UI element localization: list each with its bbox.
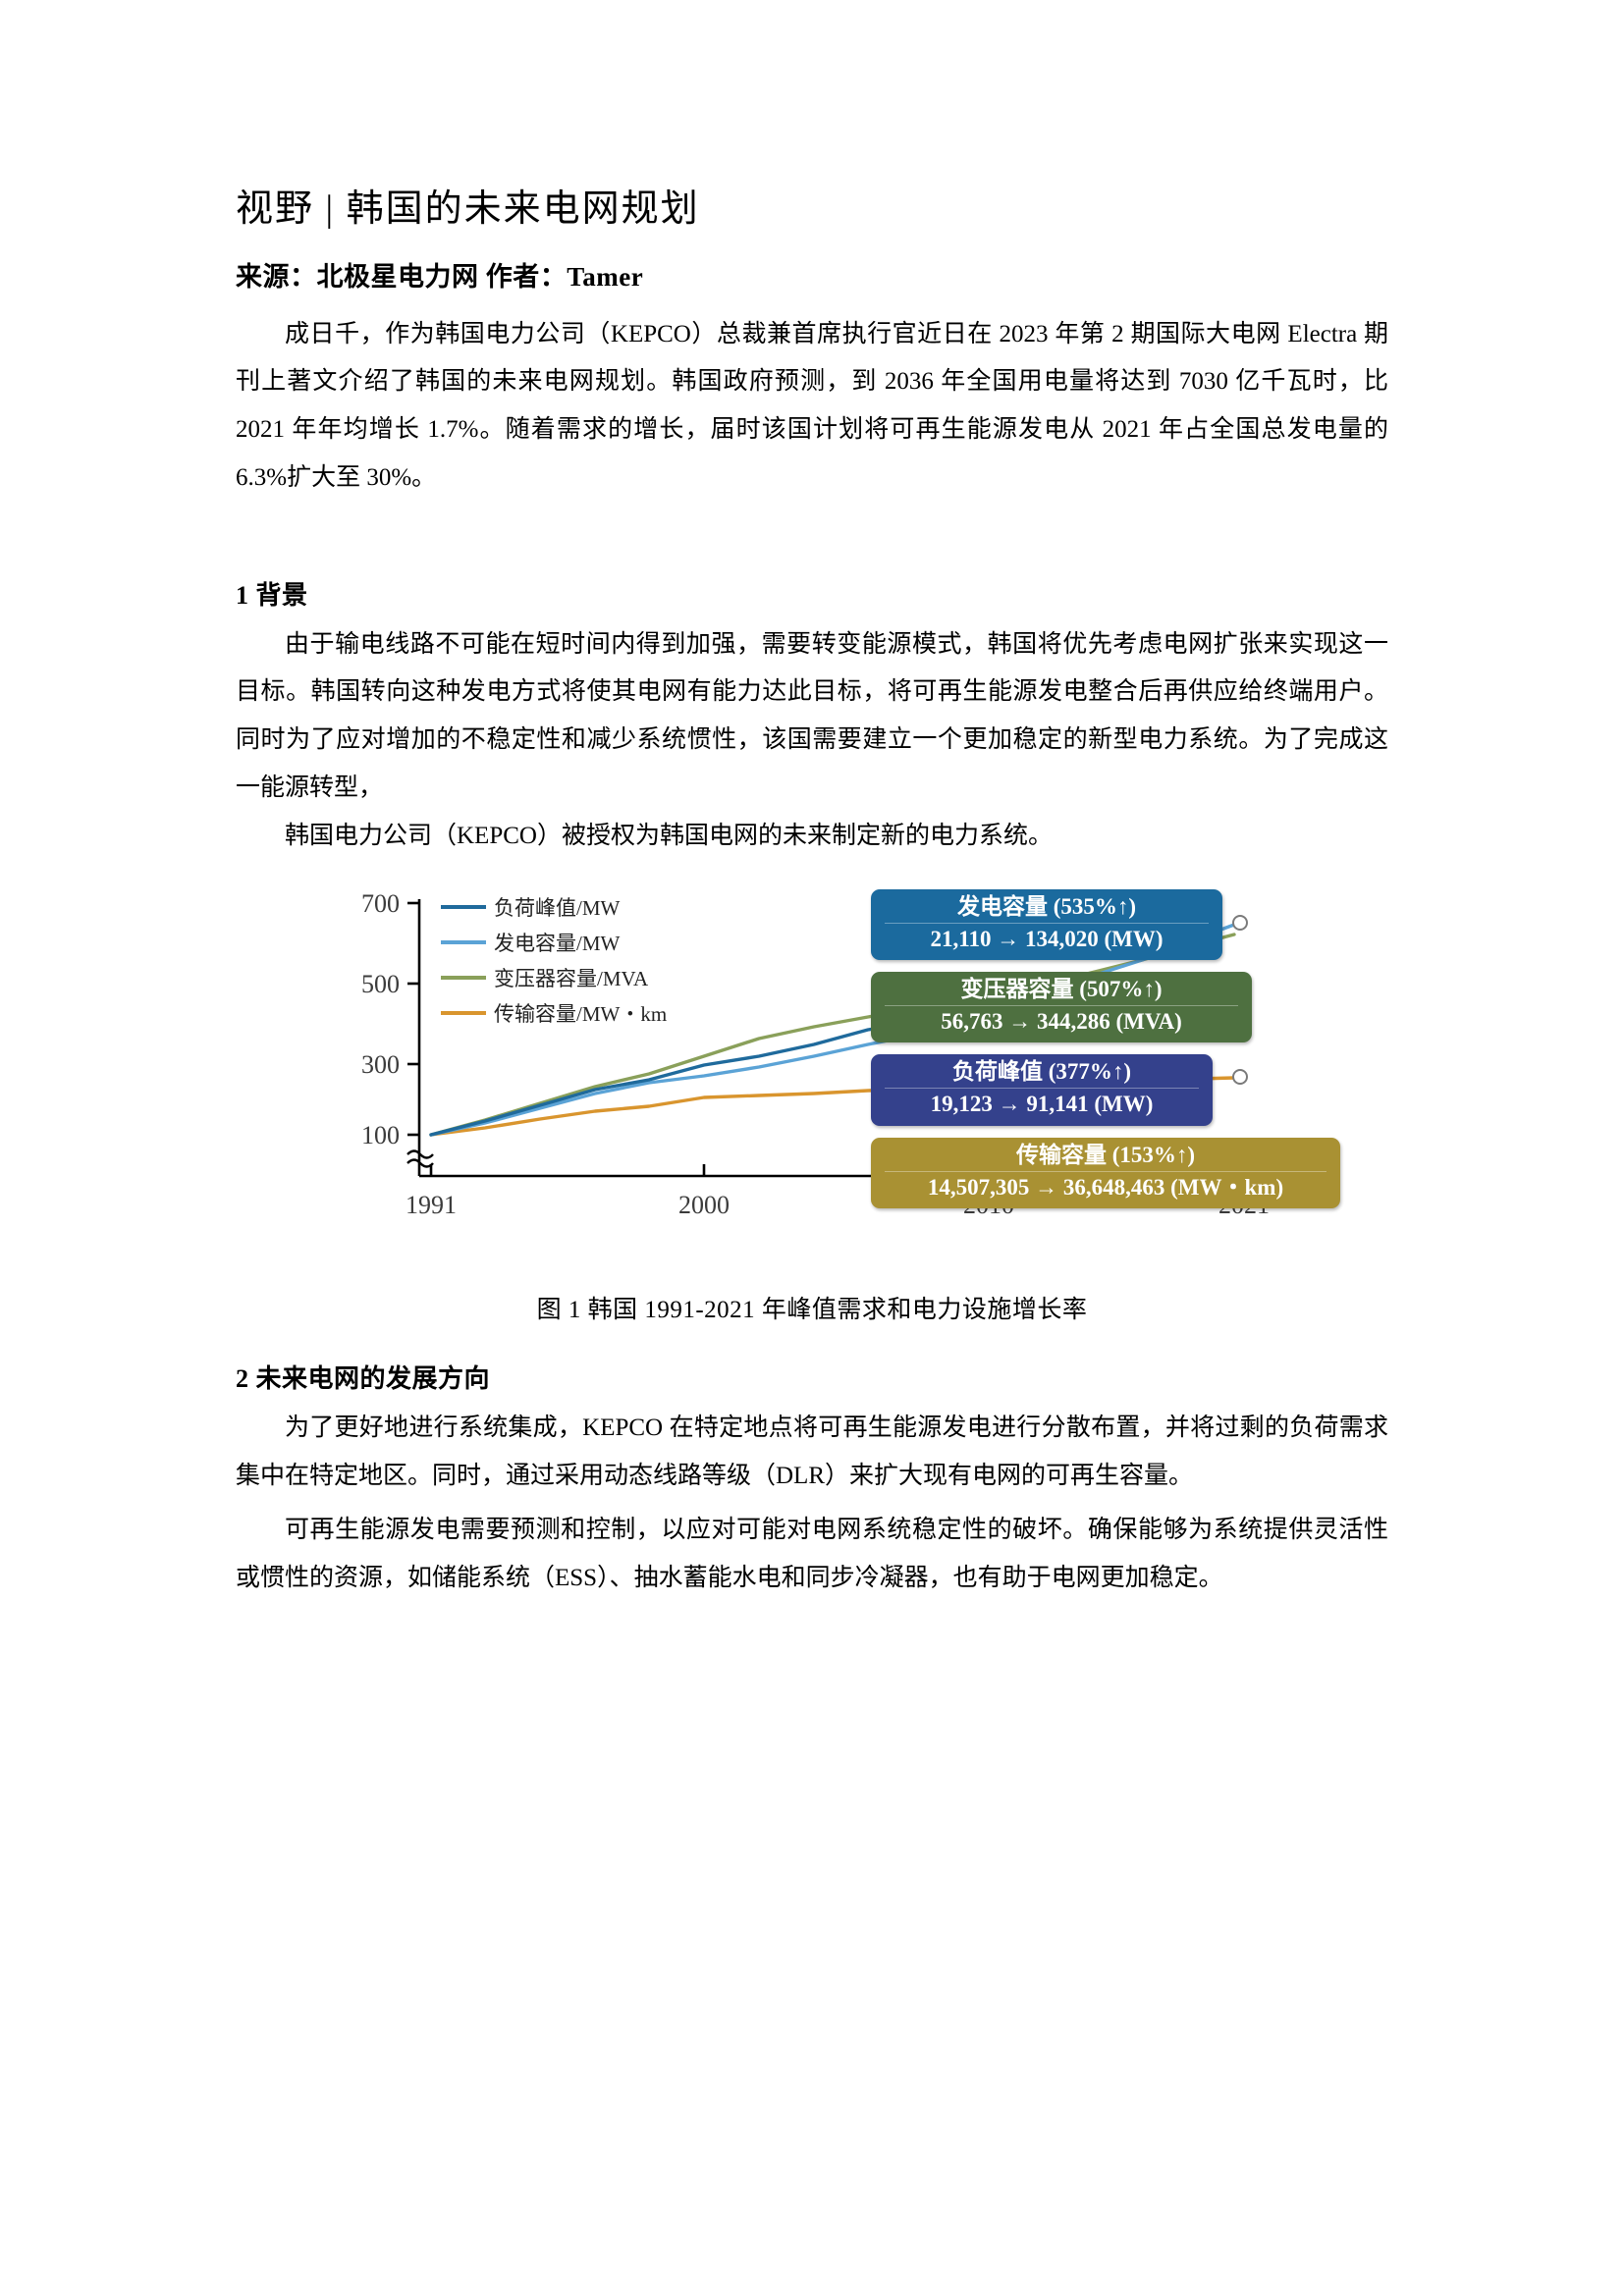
source-author-line: 来源：北极星电力网 作者：Tamer	[236, 261, 644, 292]
y-tick-label-300: 300	[361, 1050, 400, 1079]
figure-1: 700 500 300 100 1991 2000	[236, 881, 1388, 1325]
legend-label-generation-capacity: 发电容量/MW	[494, 932, 621, 955]
chart-annotation-list: 发电容量 (535%↑) 21,110 → 134,020 (MW) 变压器容量…	[871, 889, 1362, 1208]
annotation-transformer-capacity: 变压器容量 (507%↑) 56,763 → 344,286 (MVA)	[871, 972, 1252, 1043]
annotation-values-transmission-capacity: 14,507,305 → 36,648,463 (MW・km)	[885, 1170, 1326, 1201]
annotation-title-generation-capacity: 发电容量 (535%↑)	[956, 894, 1137, 920]
annotation-values-peak-load: 19,123 → 91,141 (MW)	[885, 1088, 1199, 1118]
annotation-peak-load: 负荷峰值 (377%↑) 19,123 → 91,141 (MW)	[871, 1054, 1213, 1126]
section-1-paragraph-1: 由于输电线路不可能在短时间内得到加强，需要转变能源模式，韩国将优先考虑电网扩张来…	[236, 630, 1388, 801]
intro-paragraph: 成日千，作为韩国电力公司（KEPCO）总裁兼首席执行官近日在 2023 年第 2…	[236, 320, 1388, 491]
chart-legend: 负荷峰值/MW 发电容量/MW 变压器容量/MVA 传输容量/MW・km	[441, 896, 667, 1026]
annotation-title-transmission-capacity: 传输容量 (153%↑)	[1015, 1142, 1196, 1167]
section-2-paragraph-1: 为了更好地进行系统集成，KEPCO 在特定地点将可再生能源发电进行分散布置，并将…	[236, 1415, 1388, 1489]
y-tick-label-100: 100	[361, 1121, 400, 1149]
legend-label-peak-load: 负荷峰值/MW	[494, 896, 621, 920]
endpoint-marker-transmission-capacity	[1232, 1069, 1248, 1086]
y-tick-label-500: 500	[361, 970, 400, 998]
legend-label-transformer-capacity: 变压器容量/MVA	[494, 967, 649, 990]
section-heading-1: 1 背景	[236, 580, 308, 610]
annotation-transmission-capacity: 传输容量 (153%↑) 14,507,305 → 36,648,463 (MW…	[871, 1137, 1340, 1208]
section-1-paragraph-2: 韩国电力公司（KEPCO）被授权为韩国电网的未来制定新的电力系统。	[285, 822, 1053, 849]
series-line-generation-capacity	[429, 923, 1236, 1137]
annotation-values-generation-capacity: 21,110 → 134,020 (MW)	[885, 923, 1209, 953]
endpoint-marker-generation-capacity	[1232, 915, 1248, 932]
annotation-title-peak-load: 负荷峰值 (377%↑)	[951, 1059, 1132, 1085]
y-tick-label-700: 700	[361, 889, 400, 918]
legend-label-transmission-capacity: 传输容量/MW・km	[494, 1002, 667, 1026]
y-axis-break-icon	[406, 1149, 434, 1168]
spacer	[236, 508, 1388, 542]
section-2-paragraph-2: 可再生能源发电需要预测和控制，以应对可能对电网系统稳定性的破坏。确保能够为系统提…	[236, 1516, 1388, 1591]
y-axis-ticks	[407, 901, 419, 1137]
annotation-title-transformer-capacity: 变压器容量 (507%↑)	[960, 977, 1163, 1002]
chart-container: 700 500 300 100 1991 2000	[262, 881, 1362, 1274]
section-heading-2: 2 未来电网的发展方向	[236, 1364, 491, 1394]
series-line-transformer-capacity	[429, 933, 1236, 1137]
page-title: 视野 | 韩国的未来电网规划	[236, 188, 700, 230]
annotation-generation-capacity: 发电容量 (535%↑) 21,110 → 134,020 (MW)	[871, 889, 1222, 961]
annotation-values-transformer-capacity: 56,763 → 344,286 (MVA)	[885, 1005, 1238, 1036]
x-tick-label-1991: 1991	[406, 1191, 457, 1219]
x-tick-label-2000: 2000	[678, 1191, 730, 1219]
figure-caption: 图 1 韩国 1991-2021 年峰值需求和电力设施增长率	[536, 1297, 1088, 1324]
